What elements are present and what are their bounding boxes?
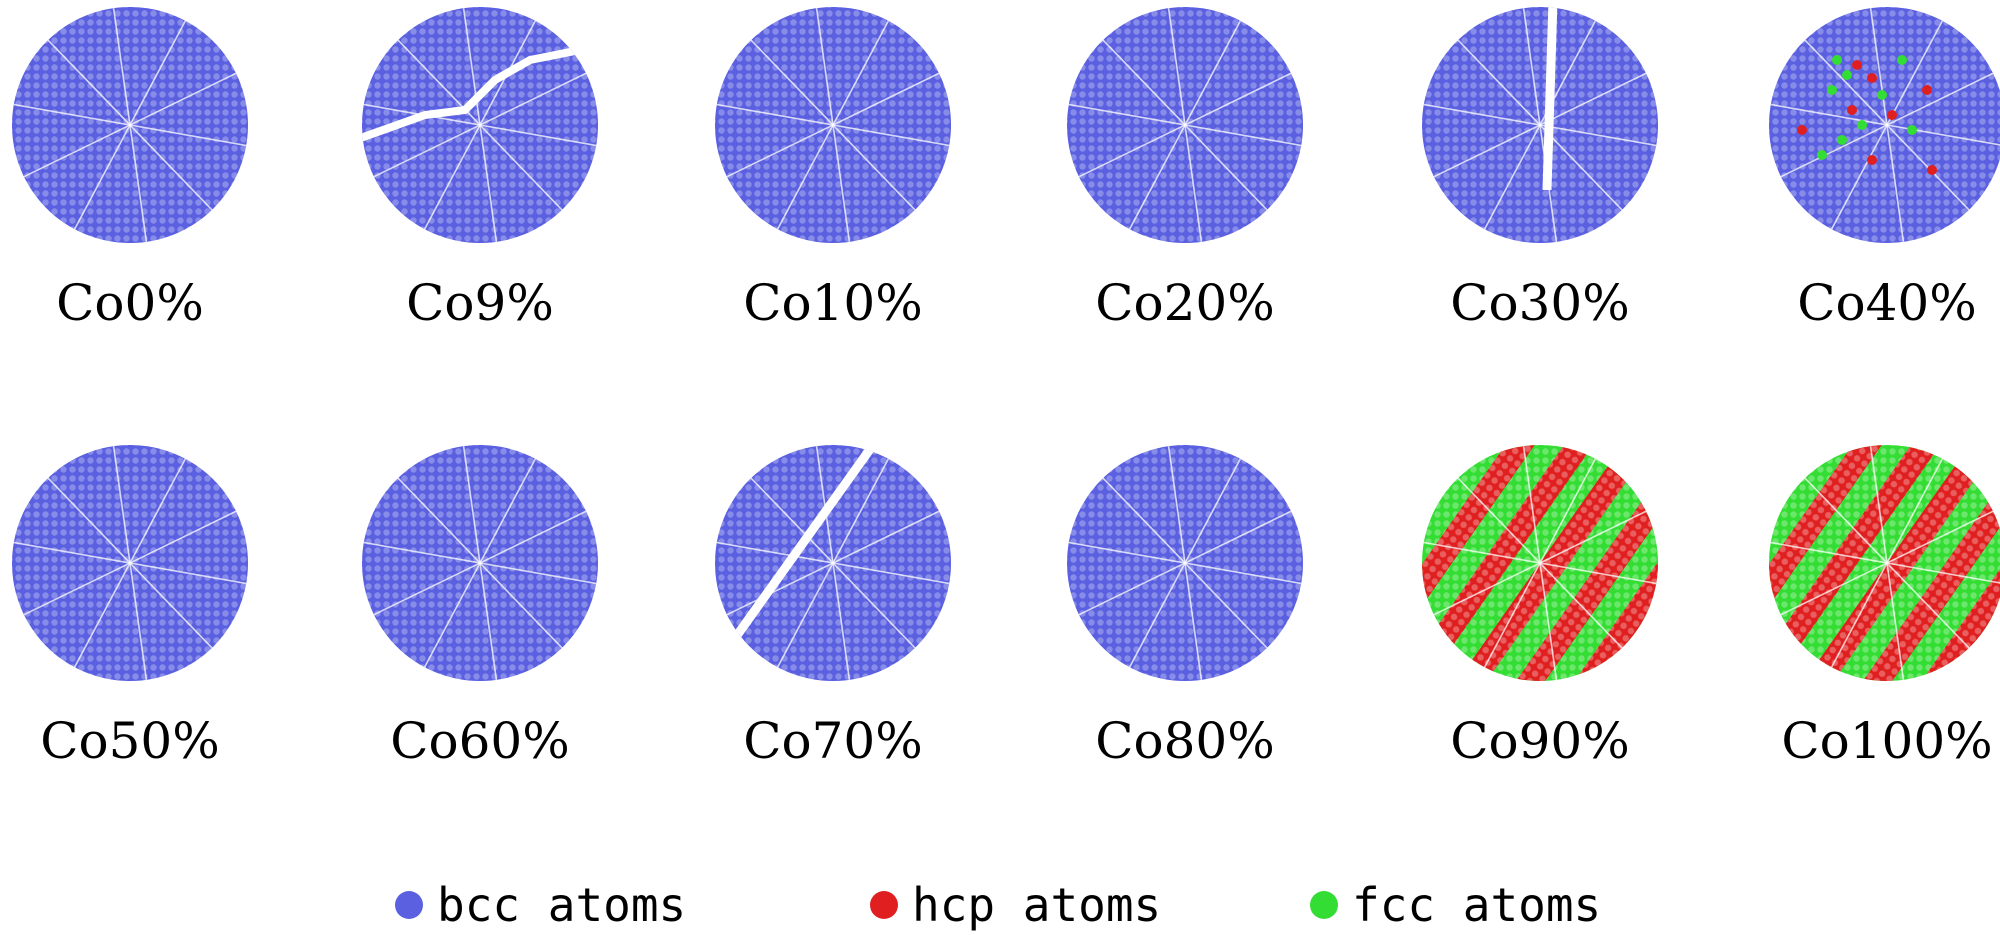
hcp-stripe (1848, 450, 2000, 681)
hcp-stripe (1769, 445, 2000, 681)
hcp-color-swatch (870, 891, 898, 919)
cobalt-fraction-label: Co50% (40, 712, 220, 770)
hcp-stripe (1422, 445, 1658, 681)
legend-label-fcc: fcc atoms (1352, 878, 1602, 932)
nanoparticle-image (12, 445, 248, 681)
fcc-atom (1832, 55, 1842, 65)
nanoparticle-image (1422, 445, 1658, 681)
nanoparticle-panel: Co100% (1757, 438, 2000, 858)
hcp-atom (1847, 105, 1857, 115)
legend-item-fcc: fcc atoms (1310, 875, 1601, 935)
hcp-atom (1922, 85, 1932, 95)
hcp-atom (1867, 155, 1877, 165)
cobalt-fraction-label: Co20% (1095, 274, 1275, 332)
bcc-atom-cluster (1769, 7, 2000, 243)
fcc-atom (1842, 70, 1852, 80)
hcp-atom (1867, 73, 1877, 83)
cobalt-fraction-label: Co90% (1450, 712, 1630, 770)
bcc-color-swatch (395, 891, 423, 919)
hcp-atom (1797, 125, 1807, 135)
hcp-stripe (1422, 445, 1638, 681)
nanoparticle-panel: Co0% (0, 0, 260, 420)
fcc-atom (1827, 85, 1837, 95)
cobalt-fraction-label: Co70% (743, 712, 923, 770)
nanoparticle-panel: Co20% (1055, 0, 1315, 420)
hcp-atom (1927, 165, 1937, 175)
fcc-atom (1907, 125, 1917, 135)
nanoparticle-panel: Co70% (703, 438, 963, 858)
hcp-atom (1852, 60, 1862, 70)
hcp-stripe (1769, 445, 1946, 681)
nanoparticle-panel: Co60% (350, 438, 610, 858)
fcc-atom (1817, 150, 1827, 160)
nanoparticle-image (1769, 7, 2000, 243)
hcp-stripe (1422, 445, 1599, 681)
hcp-stripe (1769, 445, 1985, 681)
cobalt-fraction-label: Co9% (406, 274, 554, 332)
hcp-atom (1887, 110, 1897, 120)
fcc-atom (1857, 120, 1867, 130)
cobalt-fraction-label: Co60% (390, 712, 570, 770)
hcp-stripe (1501, 450, 1658, 681)
nanoparticle-panel: Co80% (1055, 438, 1315, 858)
cobalt-fraction-label: Co30% (1450, 274, 1630, 332)
legend-item-bcc: bcc atoms (395, 875, 686, 935)
cobalt-fraction-label: Co10% (743, 274, 923, 332)
nanoparticle-panel: Co10% (703, 0, 963, 420)
cobalt-fraction-label: Co40% (1797, 274, 1977, 332)
nanoparticle-image (12, 7, 248, 243)
nanoparticle-image (362, 7, 598, 243)
nanoparticle-image (362, 445, 598, 681)
legend-item-hcp: hcp atoms (870, 875, 1161, 935)
cobalt-fraction-label: Co100% (1781, 712, 1993, 770)
nanoparticle-image (1067, 445, 1303, 681)
nanoparticle-panel: Co90% (1410, 438, 1670, 858)
fcc-atom (1897, 55, 1907, 65)
nanoparticle-image (715, 445, 951, 681)
legend-label-bcc: bcc atoms (437, 878, 687, 932)
nanoparticle-image (1422, 7, 1658, 243)
fcc-atom (1877, 90, 1887, 100)
nanoparticle-image (1067, 7, 1303, 243)
fcc-atom (1837, 135, 1847, 145)
nanoparticle-panel: Co40% (1757, 0, 2000, 420)
fcc-color-swatch (1310, 891, 1338, 919)
nanoparticle-panel: Co9% (350, 0, 610, 420)
legend-label-hcp: hcp atoms (912, 878, 1162, 932)
nanoparticle-panel: Co50% (0, 438, 260, 858)
cobalt-fraction-label: Co80% (1095, 712, 1275, 770)
nanoparticle-image (715, 7, 951, 243)
nanoparticle-image (1769, 445, 2000, 681)
nanoparticle-panel: Co30% (1410, 0, 1670, 420)
cobalt-fraction-label: Co0% (56, 274, 204, 332)
